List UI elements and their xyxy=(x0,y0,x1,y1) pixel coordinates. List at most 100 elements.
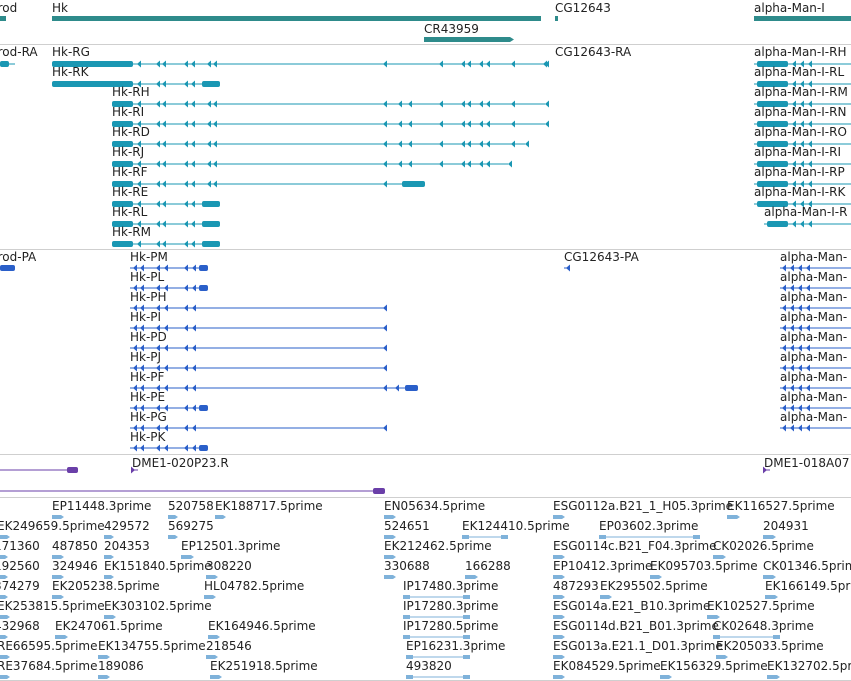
exon-marker[interactable] xyxy=(191,120,195,128)
exon-marker[interactable] xyxy=(164,344,168,352)
exon-marker[interactable] xyxy=(798,324,802,332)
g-cg12643-label[interactable]: CG12643 xyxy=(555,1,611,15)
exon-marker[interactable] xyxy=(800,140,804,148)
exon-marker[interactable] xyxy=(383,160,387,168)
est-label[interactable]: 432968 xyxy=(0,619,40,633)
est-label[interactable]: EK095703.5prime xyxy=(650,559,758,573)
exon-marker[interactable] xyxy=(800,120,804,128)
exon-marker[interactable] xyxy=(140,404,144,412)
p-hk-pm-label[interactable]: Hk-PM xyxy=(130,250,168,264)
exon-marker[interactable] xyxy=(191,220,195,228)
est-block[interactable] xyxy=(650,575,662,579)
exon-marker[interactable] xyxy=(133,264,137,272)
exon-marker[interactable] xyxy=(486,100,490,108)
exon-marker[interactable] xyxy=(798,344,802,352)
est-block[interactable] xyxy=(463,675,470,679)
exon-marker[interactable] xyxy=(790,264,794,272)
exon-marker[interactable] xyxy=(137,160,141,168)
exon-marker[interactable] xyxy=(461,100,465,108)
est-block[interactable] xyxy=(660,675,672,679)
est-block[interactable] xyxy=(0,595,8,599)
exon-marker[interactable] xyxy=(191,80,195,88)
est-label[interactable]: 189086 xyxy=(98,659,144,673)
exon-marker[interactable] xyxy=(164,304,168,312)
exon-marker[interactable] xyxy=(164,364,168,372)
exon-marker[interactable] xyxy=(164,384,168,392)
est-label[interactable]: EK249659.5prime xyxy=(0,519,105,533)
gene-bar[interactable] xyxy=(0,16,6,21)
exon-block[interactable] xyxy=(112,101,133,107)
exon-marker[interactable] xyxy=(213,140,217,148)
exon-marker[interactable] xyxy=(140,264,144,272)
t-alpha-rp-label[interactable]: alpha-Man-I-RP xyxy=(754,165,845,179)
exon-marker[interactable] xyxy=(461,120,465,128)
exon-marker[interactable] xyxy=(184,344,188,352)
est-label[interactable]: ESG0114d.B21_B01.3prime xyxy=(553,619,719,633)
exon-block[interactable] xyxy=(373,488,385,494)
exon-marker[interactable] xyxy=(162,120,166,128)
exon-marker[interactable] xyxy=(137,140,141,148)
exon-marker[interactable] xyxy=(808,100,812,108)
exon-marker[interactable] xyxy=(162,240,166,248)
exon-marker[interactable] xyxy=(545,100,549,108)
est-label[interactable]: EK166149.5prime xyxy=(765,579,851,593)
exon-block[interactable] xyxy=(52,81,133,87)
est-block[interactable] xyxy=(713,555,726,559)
exon-marker[interactable] xyxy=(140,384,144,392)
exon-marker[interactable] xyxy=(140,324,144,332)
exon-marker[interactable] xyxy=(162,80,166,88)
exon-marker[interactable] xyxy=(511,60,515,68)
exon-block[interactable] xyxy=(0,265,15,271)
exon-marker[interactable] xyxy=(383,344,387,352)
p-cg12643-pa-label[interactable]: CG12643-PA xyxy=(564,250,639,264)
exon-marker[interactable] xyxy=(383,324,387,332)
exon-marker[interactable] xyxy=(486,120,490,128)
exon-marker[interactable] xyxy=(798,384,802,392)
exon-marker[interactable] xyxy=(806,364,810,372)
exon-marker[interactable] xyxy=(133,424,137,432)
est-label[interactable]: EK247061.5prime xyxy=(55,619,163,633)
exon-marker[interactable] xyxy=(383,304,387,312)
est-label[interactable]: ESG014a.E21_B10.3prime xyxy=(553,599,711,613)
est-label[interactable]: 493820 xyxy=(406,659,452,673)
exon-marker[interactable] xyxy=(184,100,188,108)
est-label[interactable]: 192560 xyxy=(0,559,40,573)
t-hk-rk-label[interactable]: Hk-RK xyxy=(52,65,89,79)
p-hk-ph-label[interactable]: Hk-PH xyxy=(130,290,167,304)
exon-marker[interactable] xyxy=(808,160,812,168)
exon-marker[interactable] xyxy=(192,364,196,372)
p-hk-pg-label[interactable]: Hk-PG xyxy=(130,410,167,424)
exon-marker[interactable] xyxy=(408,100,412,108)
exon-marker[interactable] xyxy=(140,284,144,292)
exon-marker[interactable] xyxy=(808,220,812,228)
p-alpha-1-label[interactable]: alpha-Man- xyxy=(780,250,848,264)
exon-block[interactable] xyxy=(67,467,78,473)
est-block[interactable] xyxy=(104,555,114,559)
est-block[interactable] xyxy=(0,655,10,659)
exon-marker[interactable] xyxy=(383,384,387,392)
exon-marker[interactable] xyxy=(398,120,402,128)
exon-block[interactable] xyxy=(199,405,208,411)
p-hk-pf-label[interactable]: Hk-PF xyxy=(130,370,165,384)
est-block[interactable] xyxy=(716,655,728,659)
exon-marker[interactable] xyxy=(191,60,195,68)
exon-marker[interactable] xyxy=(798,404,802,412)
est-block[interactable] xyxy=(0,575,8,579)
exon-block[interactable] xyxy=(757,141,788,147)
est-block[interactable] xyxy=(0,615,10,619)
exon-marker[interactable] xyxy=(156,384,160,392)
p-alpha-9-label[interactable]: alpha-Man- xyxy=(780,410,848,424)
est-label[interactable]: 204353 xyxy=(104,539,150,553)
est-label[interactable]: EP03602.3prime xyxy=(599,519,699,533)
exon-marker[interactable] xyxy=(213,100,217,108)
est-label[interactable]: EK134755.5prime xyxy=(98,639,206,653)
exon-marker[interactable] xyxy=(207,60,211,68)
t-hk-rf-label[interactable]: Hk-RF xyxy=(112,165,148,179)
exon-marker[interactable] xyxy=(156,140,160,148)
est-block[interactable] xyxy=(204,595,216,599)
exon-marker[interactable] xyxy=(156,364,160,372)
exon-marker[interactable] xyxy=(164,284,168,292)
est-label[interactable]: 218546 xyxy=(206,639,252,653)
est-block[interactable] xyxy=(181,555,194,559)
exon-marker[interactable] xyxy=(808,200,812,208)
